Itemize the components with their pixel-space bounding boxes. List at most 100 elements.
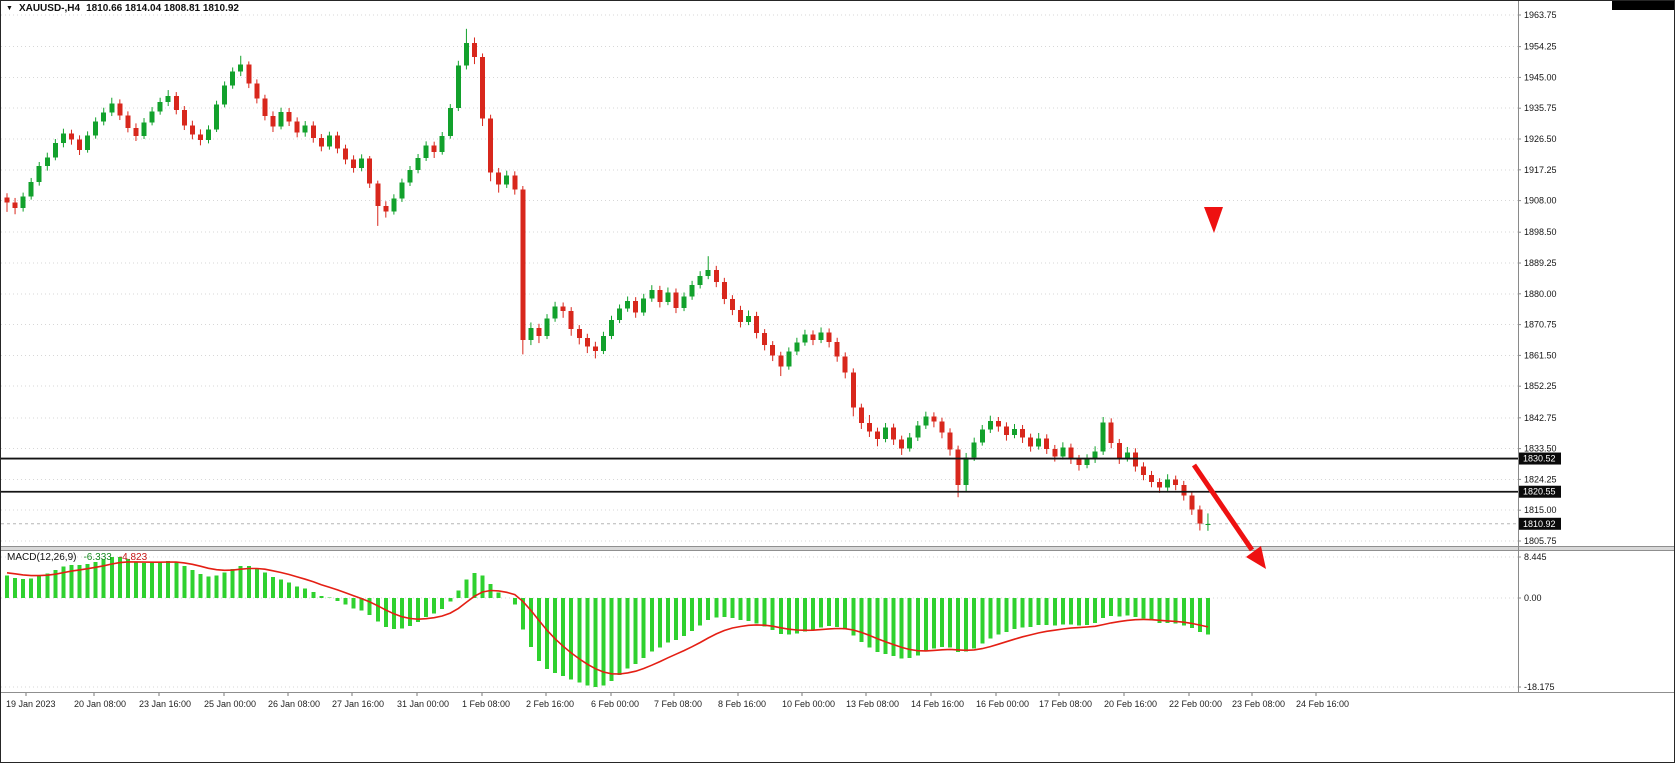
candle [383, 201, 389, 218]
macd-main-value: -6.333 [83, 552, 112, 563]
candle [109, 97, 115, 117]
candle [657, 285, 663, 308]
candle [560, 302, 566, 318]
time-axis-label: 1 Feb 08:00 [462, 699, 510, 709]
candle [238, 55, 244, 77]
price-axis-label: 1852.25 [1524, 381, 1557, 391]
time-axis-label: 20 Feb 16:00 [1104, 699, 1157, 709]
candle [60, 128, 66, 148]
annotations-layer[interactable] [1191, 207, 1266, 569]
candle [1197, 505, 1203, 531]
candle [737, 305, 743, 328]
price-axis-label: 1824.25 [1524, 474, 1557, 484]
price-axis-label: 1815.00 [1524, 505, 1557, 515]
candle [181, 106, 187, 131]
candle [278, 107, 284, 130]
candle [480, 53, 486, 127]
candle [44, 152, 50, 171]
candle [310, 121, 316, 143]
candle [504, 170, 510, 188]
candles-layer [4, 28, 1211, 531]
candle [165, 90, 171, 107]
price-axis-label: 1861.50 [1524, 350, 1557, 360]
candle [778, 351, 784, 377]
candle [222, 81, 228, 108]
candle [28, 177, 34, 200]
down-arrow-annotation[interactable] [1204, 207, 1223, 233]
candle [770, 341, 776, 362]
candle [754, 311, 760, 339]
candle [536, 323, 542, 344]
candle [600, 331, 606, 355]
candle [544, 314, 550, 340]
candle [423, 141, 429, 161]
candle [842, 352, 848, 379]
symbol-ohlc-label: ▼ XAUUSD-,H4 1810.66 1814.04 1808.81 181… [6, 3, 239, 14]
candle [270, 111, 276, 133]
candle [230, 67, 236, 89]
candle [971, 437, 977, 461]
candle [609, 315, 614, 340]
time-axis-label: 25 Jan 00:00 [204, 699, 256, 709]
candle [794, 337, 800, 356]
time-axis-label: 20 Jan 08:00 [74, 699, 126, 709]
candle [762, 329, 768, 351]
candle [1020, 424, 1026, 443]
candle [93, 117, 99, 139]
candle [343, 144, 349, 165]
candle [592, 341, 598, 359]
candle [1044, 434, 1050, 454]
candle [1108, 418, 1114, 449]
candle [520, 185, 526, 355]
candle [1149, 470, 1155, 488]
candle [334, 131, 340, 154]
symbol-name: XAUUSD-,H4 [18, 3, 81, 14]
candle [1012, 423, 1017, 439]
price-axis-label: 1880.00 [1524, 289, 1557, 299]
candle [1189, 491, 1195, 515]
candle [858, 403, 864, 429]
time-axis-label: 31 Jan 00:00 [397, 699, 449, 709]
price-tag: 1820.55 [1519, 485, 1561, 498]
candle [36, 161, 42, 186]
price-axis-label: 1935.75 [1524, 103, 1557, 113]
macd-axis-label: 0.00 [1524, 593, 1542, 603]
time-axis-label: 23 Jan 16:00 [139, 699, 191, 709]
candle [1036, 432, 1042, 450]
time-axis[interactable]: 19 Jan 2023 20 Jan 08:00 23 Jan 16:00 25 Ja… [6, 693, 1349, 709]
price-axis-label: 1870.75 [1524, 320, 1557, 330]
candle [697, 271, 703, 289]
candle [584, 333, 590, 354]
candle [173, 92, 179, 115]
pane-splitter[interactable] [1, 546, 1675, 693]
candle [907, 432, 913, 452]
horizontal-levels-layer[interactable] [1, 457, 1518, 493]
candle [915, 420, 921, 441]
ohlc-values: 1810.66 1814.04 1808.81 1810.92 [86, 3, 239, 14]
time-axis-label: 19 Jan 2023 [6, 699, 56, 709]
candle [617, 304, 623, 324]
price-axis[interactable]: 1963.75 1954.25 1945.00 1935.75 1926.50 1917.… [1518, 1, 1561, 692]
candle [1084, 454, 1090, 469]
time-axis-label: 14 Feb 16:00 [911, 699, 964, 709]
candle [649, 285, 655, 302]
svg-text:1830.52: 1830.52 [1523, 454, 1556, 464]
candle [1100, 416, 1106, 455]
candle [673, 288, 679, 314]
candle [197, 129, 203, 146]
time-axis-label: 24 Feb 16:00 [1296, 699, 1349, 709]
symbol-dropdown-icon[interactable]: ▼ [6, 5, 13, 12]
macd-pane [5, 557, 1210, 687]
candle [746, 310, 752, 326]
candle [447, 104, 453, 139]
candle [471, 37, 477, 65]
candle [512, 171, 518, 195]
candle [552, 301, 558, 322]
sell-arrow-annotation[interactable] [1191, 463, 1266, 569]
candle [189, 120, 195, 140]
svg-text:1810.92: 1810.92 [1523, 519, 1556, 529]
time-axis-label: 26 Jan 08:00 [268, 699, 320, 709]
macd-histogram [5, 557, 1210, 687]
